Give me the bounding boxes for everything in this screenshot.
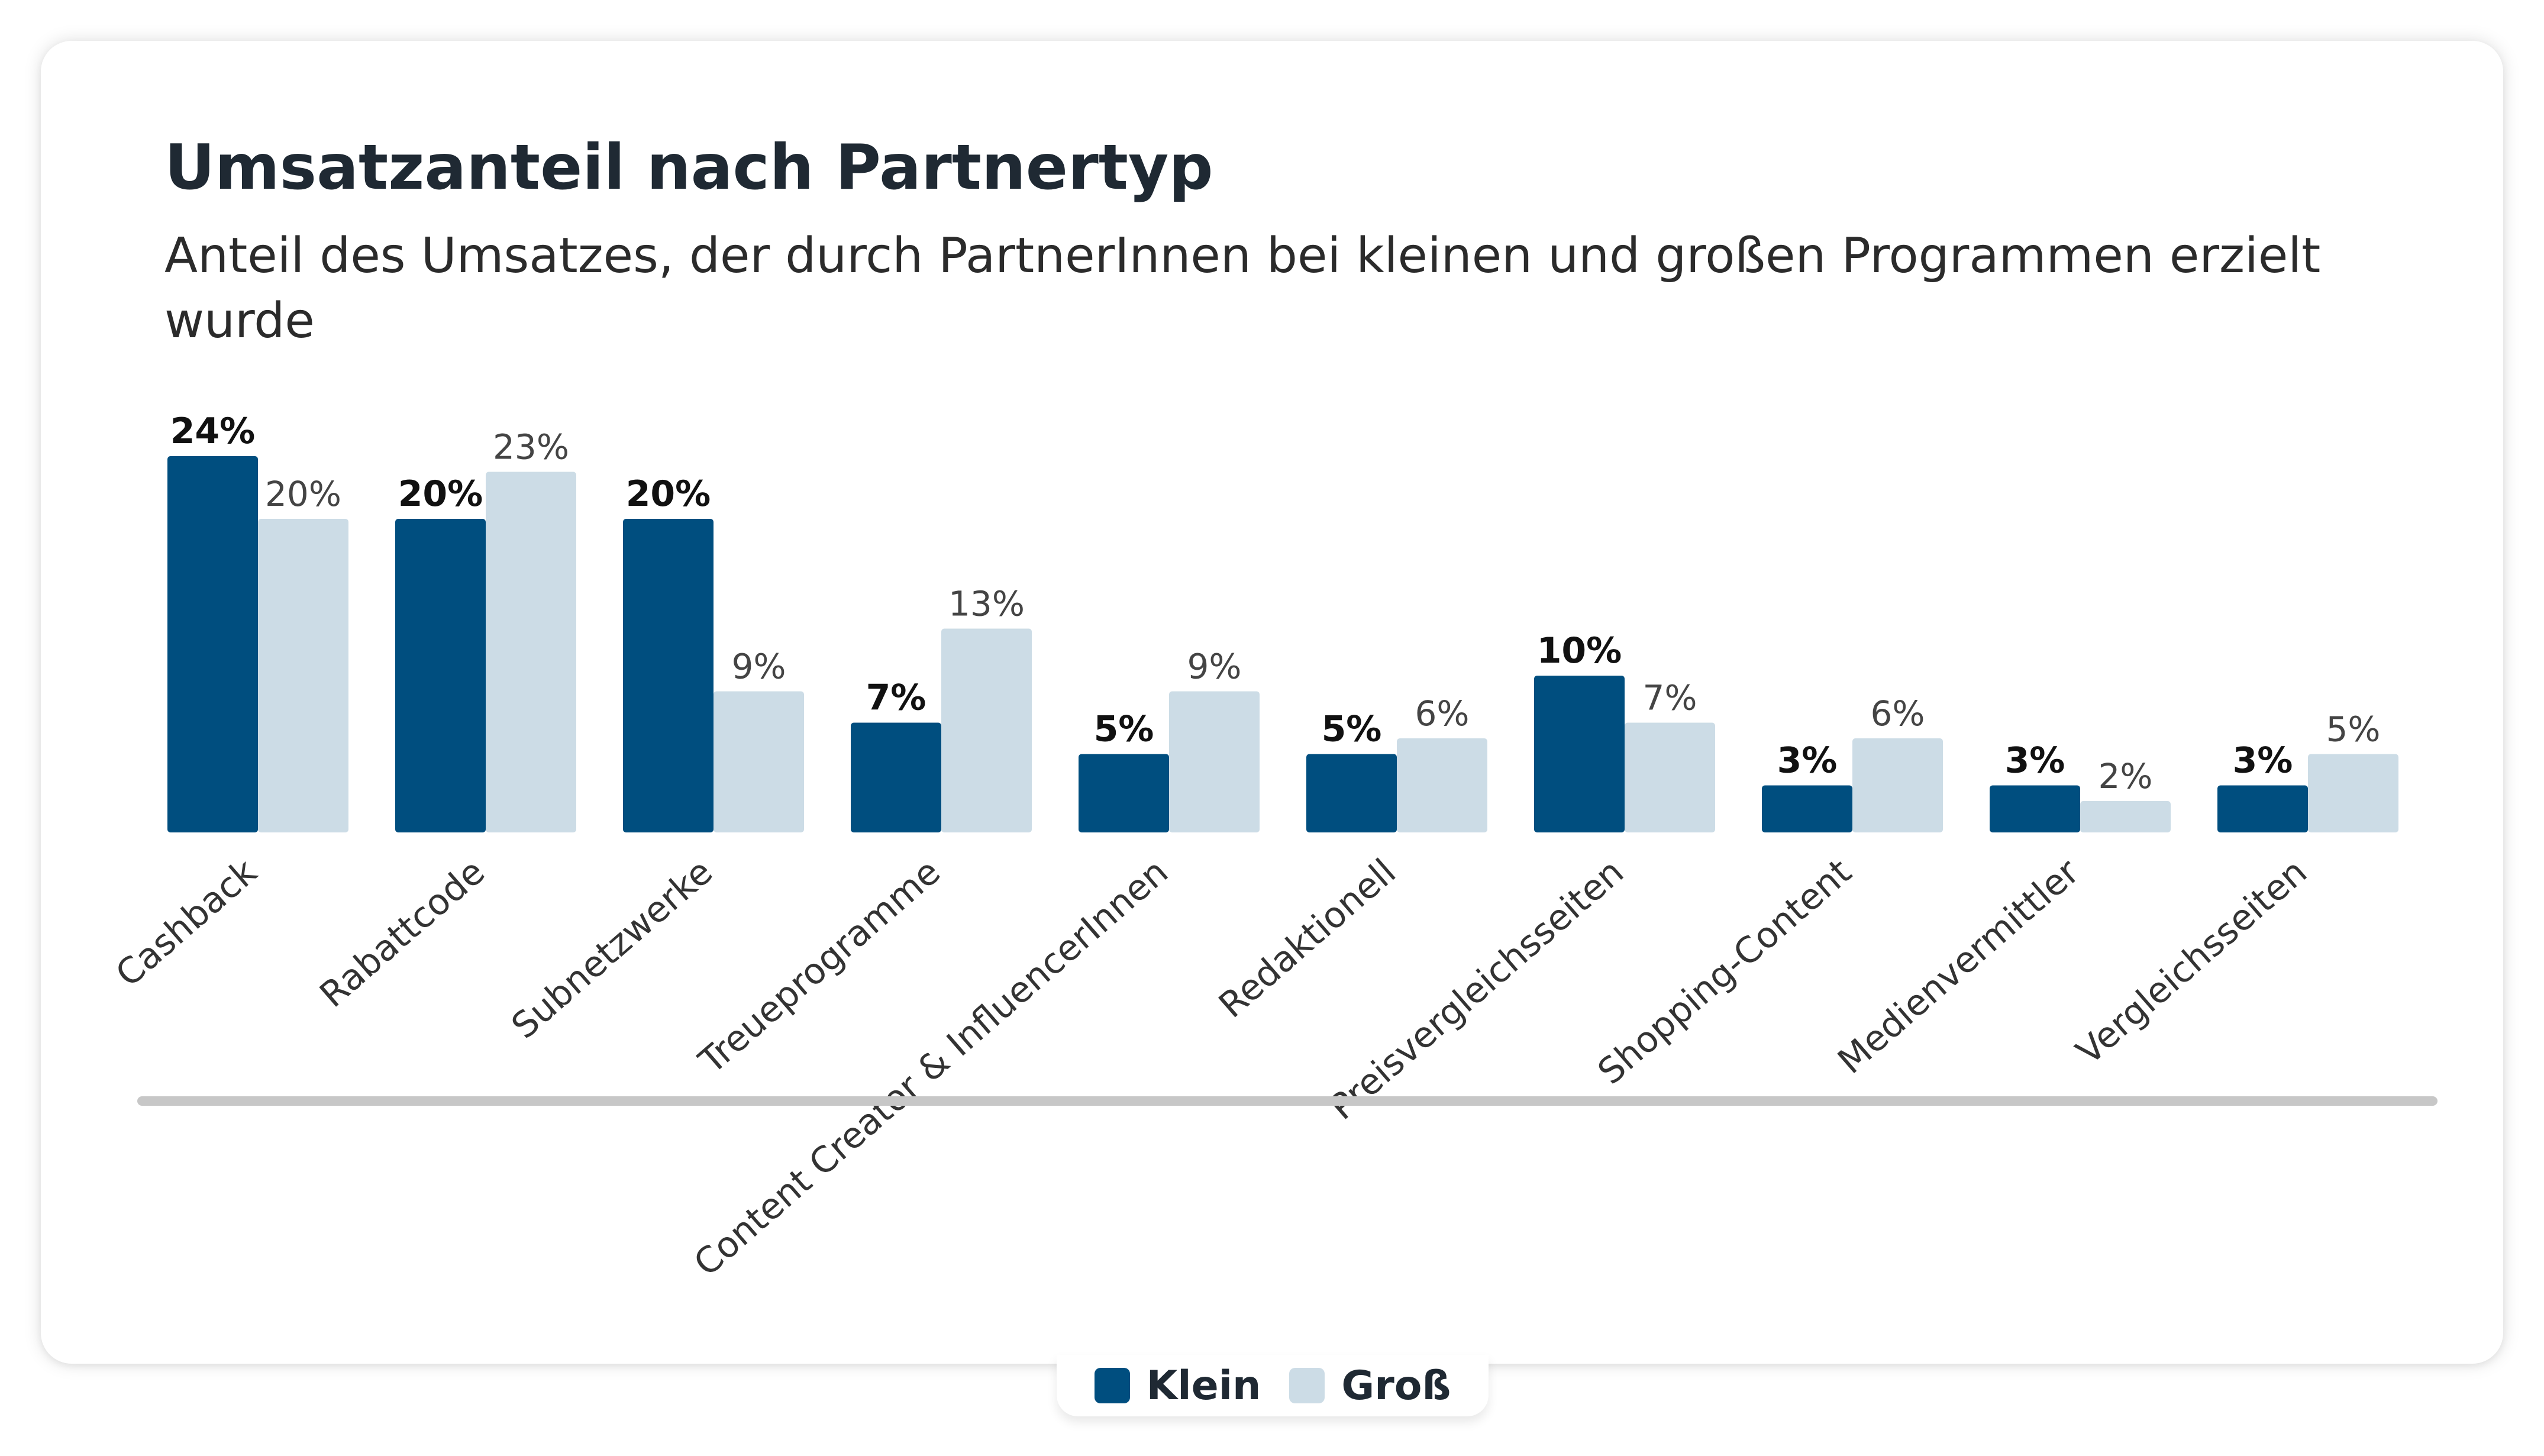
data-label-gross-cashback: 20% <box>265 474 341 514</box>
data-label-klein-subnetzwerke: 20% <box>626 473 711 515</box>
legend-swatch-gross <box>1289 1368 1325 1403</box>
x-tick-label-medienvermittler: Medienvermittler <box>1830 851 2087 1082</box>
data-label-klein-vergleichsseiten: 3% <box>2233 740 2293 782</box>
bar-gross-subnetzwerke <box>714 691 804 832</box>
bar-gross-redaktionell <box>1397 738 1487 832</box>
x-tick-label-treueprogramme: Treueprogramme <box>691 851 948 1082</box>
data-label-klein-cashback: 24% <box>170 411 256 452</box>
data-label-gross-content-creator-influencerinnen: 9% <box>1187 647 1241 687</box>
legend-swatch-klein <box>1094 1368 1130 1403</box>
bar-gross-medienvermittler <box>2080 801 2171 832</box>
bar-gross-content-creator-influencerinnen <box>1169 691 1260 832</box>
data-label-gross-medienvermittler: 2% <box>2098 756 2152 796</box>
data-label-gross-preisvergleichsseiten: 7% <box>1642 678 1697 718</box>
bar-klein-vergleichsseiten <box>2217 785 2308 832</box>
bar-klein-subnetzwerke <box>623 519 714 832</box>
bar-gross-vergleichsseiten <box>2308 754 2398 832</box>
x-tick-label-subnetzwerke: Subnetzwerke <box>504 851 721 1047</box>
x-tick-label-rabattcode: Rabattcode <box>312 851 492 1015</box>
bar-klein-shopping-content <box>1762 785 1852 832</box>
chart-title: Umsatzanteil nach Partnertyp <box>164 131 1213 204</box>
x-tick-label-content-creator-influencerinnen: Content Creator & InfluencerInnen <box>686 851 1176 1284</box>
data-label-klein-shopping-content: 3% <box>1777 740 1838 782</box>
data-label-klein-medienvermittler: 3% <box>2005 740 2065 782</box>
bar-klein-medienvermittler <box>1990 785 2080 832</box>
bar-klein-rabattcode <box>395 519 486 832</box>
bar-klein-preisvergleichsseiten <box>1534 676 1625 832</box>
bar-gross-preisvergleichsseiten <box>1625 722 1715 832</box>
data-label-gross-treueprogramme: 13% <box>948 584 1025 624</box>
data-label-klein-content-creator-influencerinnen: 5% <box>1094 709 1154 750</box>
bar-klein-redaktionell <box>1306 754 1397 832</box>
data-label-klein-rabattcode: 20% <box>398 473 483 515</box>
legend-item-klein: Klein <box>1094 1362 1261 1409</box>
x-tick-label-cashback: Cashback <box>108 851 265 995</box>
bar-gross-cashback <box>258 519 348 832</box>
data-label-gross-subnetzwerke: 9% <box>731 647 786 687</box>
bar-klein-cashback <box>167 456 258 832</box>
bar-klein-content-creator-influencerinnen <box>1079 754 1169 832</box>
bar-gross-shopping-content <box>1852 738 1943 832</box>
legend-item-gross: Groß <box>1289 1363 1451 1409</box>
data-label-gross-shopping-content: 6% <box>1870 693 1925 734</box>
data-label-gross-vergleichsseiten: 5% <box>2326 709 2380 750</box>
data-label-gross-redaktionell: 6% <box>1415 693 1469 734</box>
bar-gross-rabattcode <box>486 472 576 832</box>
data-label-klein-preisvergleichsseiten: 10% <box>1537 630 1622 671</box>
data-label-klein-redaktionell: 5% <box>1322 709 1382 750</box>
data-label-gross-rabattcode: 23% <box>493 427 569 467</box>
bar-klein-treueprogramme <box>851 722 941 832</box>
chart-subtitle: Anteil des Umsatzes, der durch PartnerIn… <box>164 228 2321 349</box>
x-tick-label-redaktionell: Redaktionell <box>1211 851 1404 1026</box>
x-tick-label-vergleichsseiten: Vergleichsseiten <box>2068 851 2314 1073</box>
bar-gross-treueprogramme <box>941 628 1032 832</box>
legend-label-klein: Klein <box>1146 1362 1261 1409</box>
data-label-klein-treueprogramme: 7% <box>866 677 926 719</box>
legend-label-gross: Groß <box>1341 1362 1451 1409</box>
x-tick-label-shopping-content: Shopping-Content <box>1590 851 1859 1092</box>
bar-chart: 24%20%Cashback20%23%Rabattcode20%9%Subne… <box>108 411 2438 1284</box>
legend: Klein Groß <box>1057 1355 1489 1416</box>
